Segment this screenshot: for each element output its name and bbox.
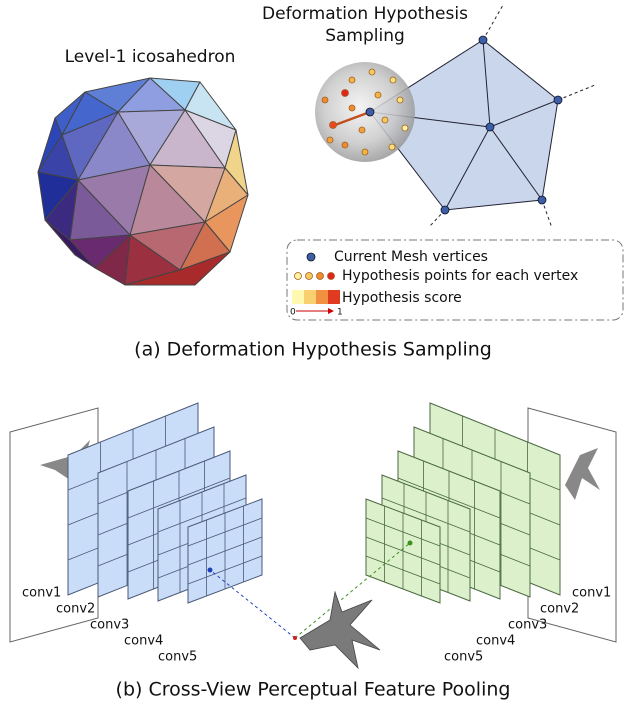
layer-label: conv1 xyxy=(572,586,611,601)
figure: Level-1 icosahedron Deformation Hypothes… xyxy=(0,0,626,706)
layer-label: conv2 xyxy=(56,602,95,617)
legend-score-scale xyxy=(292,290,340,314)
caption: (a) Deformation Hypothesis Sampling xyxy=(134,339,492,361)
layer-label: conv3 xyxy=(90,618,129,633)
scale-min: 0 xyxy=(290,308,296,318)
legend-item: Current Mesh vertices xyxy=(334,249,488,265)
layer-label: conv1 xyxy=(22,586,61,601)
legend-hypothesis-icon xyxy=(295,273,335,280)
sampling-label: Deformation Hypothesis xyxy=(262,4,468,24)
icosahedron-label: Level-1 icosahedron xyxy=(65,47,236,67)
layer-label: conv3 xyxy=(508,618,547,633)
legend-item: Hypothesis points for each vertex xyxy=(342,268,578,284)
legend-vertex-icon xyxy=(307,253,315,261)
caption: (b) Cross-View Perceptual Feature Poolin… xyxy=(116,679,511,701)
layer-label: conv4 xyxy=(476,634,515,649)
layer-label: conv5 xyxy=(158,650,197,665)
legend-item: Hypothesis score xyxy=(342,290,462,306)
layer-label: conv2 xyxy=(540,602,579,617)
layer-label: conv4 xyxy=(124,634,163,649)
feature-planes xyxy=(10,403,616,642)
sampling-label: Sampling xyxy=(325,26,405,46)
layer-label: conv5 xyxy=(444,650,483,665)
hypothesis-disc xyxy=(315,62,415,162)
scale-max: 1 xyxy=(337,308,343,318)
icosahedron xyxy=(38,78,248,285)
